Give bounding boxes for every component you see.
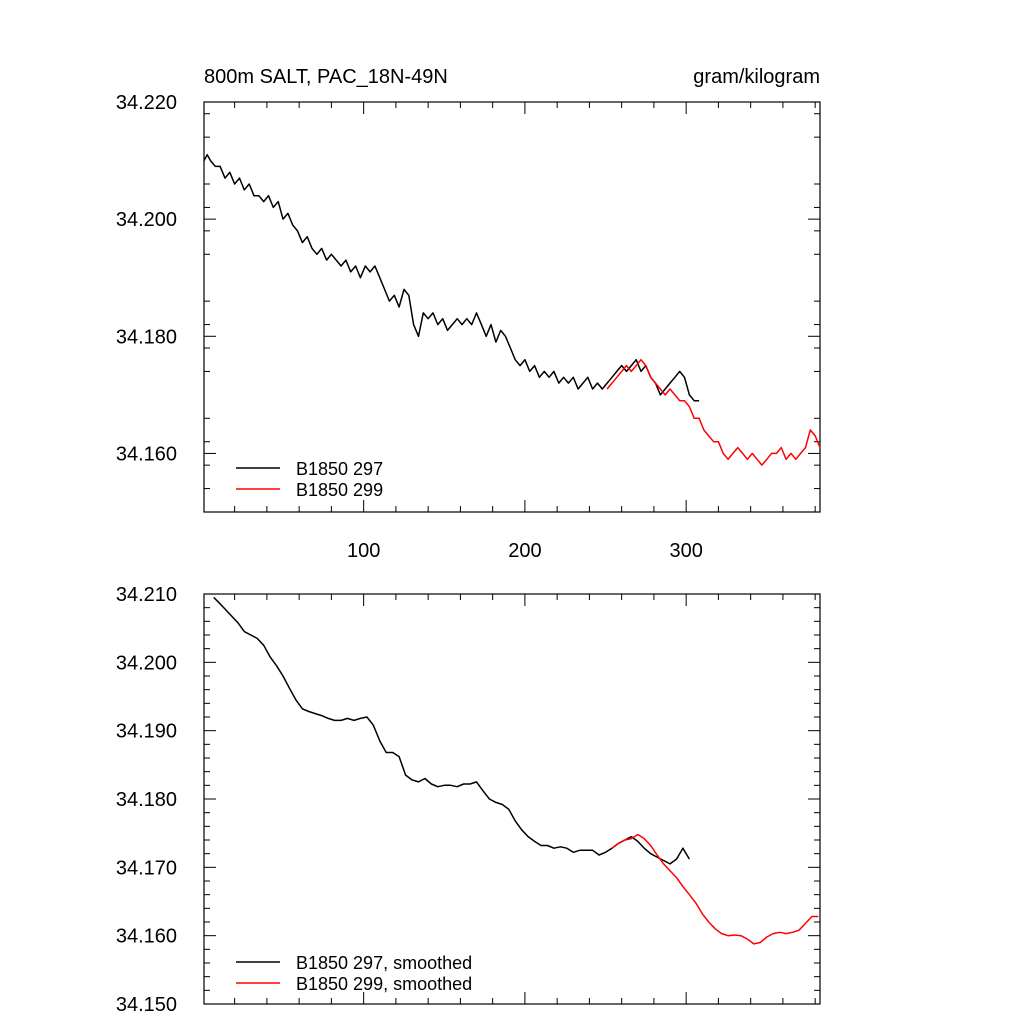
bottom-legend-label-1: B1850 297, smoothed (296, 953, 472, 973)
bottom-y-tick-label: 34.160 (116, 926, 177, 948)
top-panel: 800m SALT, PAC_18N-49N gram/kilogram 100… (116, 66, 821, 562)
top-plot-frame (203, 101, 821, 513)
top-x-tick-label: 100 (347, 540, 380, 562)
top-y-tick-label: 34.180 (116, 326, 177, 348)
top-legend-label-2: B1850 299 (296, 480, 383, 500)
bottom-series-line-1 (213, 596, 691, 865)
bottom-plot-frame (203, 593, 821, 1005)
bottom-y-tick-label: 34.180 (116, 789, 177, 811)
bottom-y-tick-label: 34.190 (116, 721, 177, 743)
bottom-legend-label-2: B1850 299, smoothed (296, 974, 472, 994)
bottom-panel: 34.150 34.160 34.170 34.180 34.190 34.200 34.2… (116, 584, 821, 1016)
bottom-y-tick-label: 34.200 (116, 652, 177, 674)
top-series-line-1 (203, 153, 700, 402)
bottom-series-line-2 (611, 833, 819, 945)
top-y-tick-label: 34.200 (116, 209, 177, 231)
bottom-y-tick-label: 34.210 (116, 584, 177, 606)
top-x-tick-label: 200 (508, 540, 541, 562)
bottom-y-tick-label: 34.170 (116, 857, 177, 879)
top-legend-label-1: B1850 297 (296, 459, 383, 479)
top-panel-units: gram/kilogram (693, 66, 820, 88)
top-y-tick-label: 34.160 (116, 443, 177, 465)
bottom-y-tick-label: 34.150 (116, 994, 177, 1016)
top-y-tick-label: 34.220 (116, 92, 177, 114)
top-panel-title: 800m SALT, PAC_18N-49N (204, 66, 448, 88)
top-series-line-2 (606, 358, 821, 466)
top-x-tick-label: 300 (669, 540, 702, 562)
